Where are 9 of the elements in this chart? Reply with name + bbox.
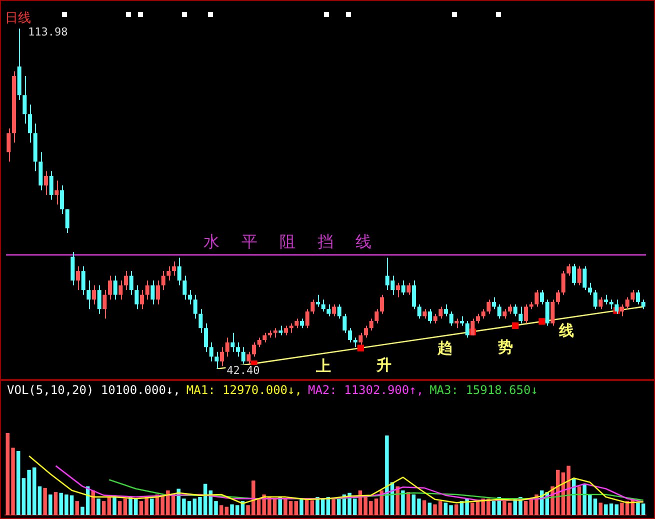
text: 上升趋势线 (316, 321, 574, 375)
annotation: 42.40 (226, 364, 260, 377)
text: 水平阻挡线 (204, 232, 372, 252)
text: MA2: 11302.900↑, (308, 383, 424, 398)
annotation: 113.98 (28, 25, 68, 38)
chart-title: 日线 (5, 11, 31, 26)
text: MA3: 15918.650↓ (430, 383, 538, 398)
text: VOL(5,10,20) 10100.000↓, (7, 383, 180, 398)
text: MA1: 12970.000↓, (186, 383, 302, 398)
